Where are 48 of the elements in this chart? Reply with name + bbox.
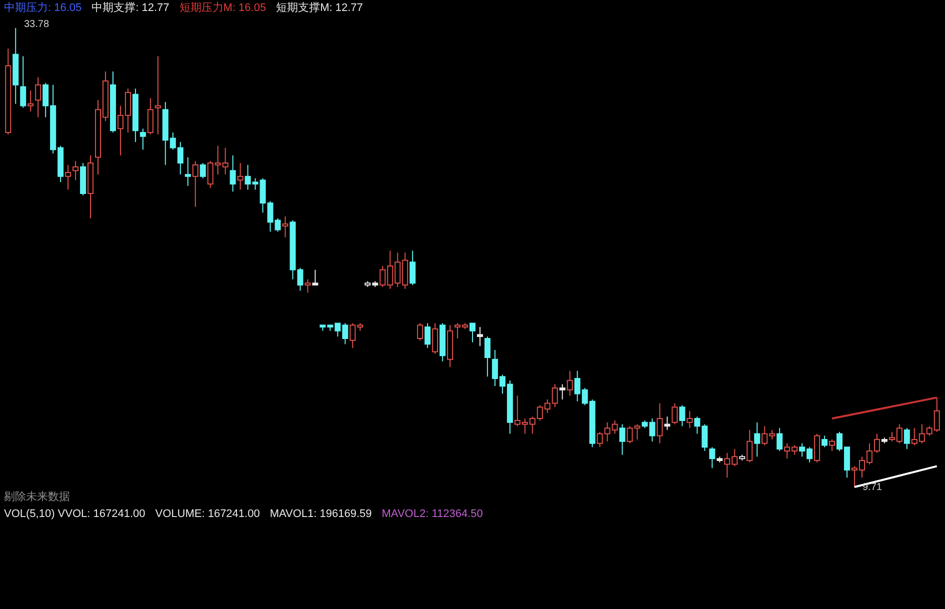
- text: 剔除未来数据: [4, 490, 70, 504]
- candlestick: [432, 322, 438, 354]
- candlestick: [410, 250, 416, 286]
- candlestick: [664, 416, 670, 430]
- candlestick: [417, 322, 424, 341]
- candlestick: [470, 322, 476, 343]
- candlestick: [28, 90, 34, 112]
- candlestick: [312, 269, 318, 286]
- annotation: 33.78: [24, 19, 50, 30]
- candlestick: [237, 162, 244, 190]
- candlestick: [230, 154, 236, 192]
- candlestick: [65, 164, 72, 190]
- candlestick: [754, 422, 760, 458]
- candlestick: [686, 410, 693, 429]
- candlestick: [20, 56, 26, 108]
- candlestick: [619, 424, 626, 456]
- candlestick: [72, 160, 79, 181]
- candlestick: [476, 326, 483, 347]
- candlestick: [424, 322, 431, 348]
- text: 短期支撑M: 12.77: [276, 1, 363, 15]
- text: VOLUME: 167241.00: [155, 508, 260, 520]
- candlestick: [822, 435, 828, 448]
- candlestick: [147, 98, 154, 135]
- candlestick: [566, 370, 573, 396]
- candlestick: [192, 160, 198, 208]
- candlestick: [35, 76, 42, 118]
- text: MAVOL2: 112364.50: [382, 508, 483, 520]
- candlestick: [904, 428, 910, 450]
- candlestick: [140, 128, 146, 150]
- candlestick: [282, 216, 288, 238]
- candlestick: [656, 402, 663, 444]
- candlestick: [776, 428, 783, 452]
- annotation: 9.71: [862, 482, 882, 493]
- candlestick: [484, 336, 490, 378]
- text: 中期支撑: 12.77: [92, 1, 170, 15]
- candlestick: [154, 56, 161, 135]
- text: 短期压力M: 16.05: [179, 1, 266, 15]
- candlestick: [709, 446, 716, 469]
- text: 中期压力: 16.05: [4, 1, 82, 15]
- candlestick: [672, 402, 678, 425]
- candlestick: [559, 384, 566, 400]
- candlestick: [304, 278, 311, 294]
- candlestick: [829, 439, 836, 452]
- text: MAVOL1: 196169.59: [270, 508, 372, 520]
- candlestick: [200, 162, 206, 179]
- text: VOL(5,10) VVOL: 167241.00: [4, 508, 146, 520]
- candlestick: [184, 156, 191, 186]
- candlestick: [679, 404, 686, 427]
